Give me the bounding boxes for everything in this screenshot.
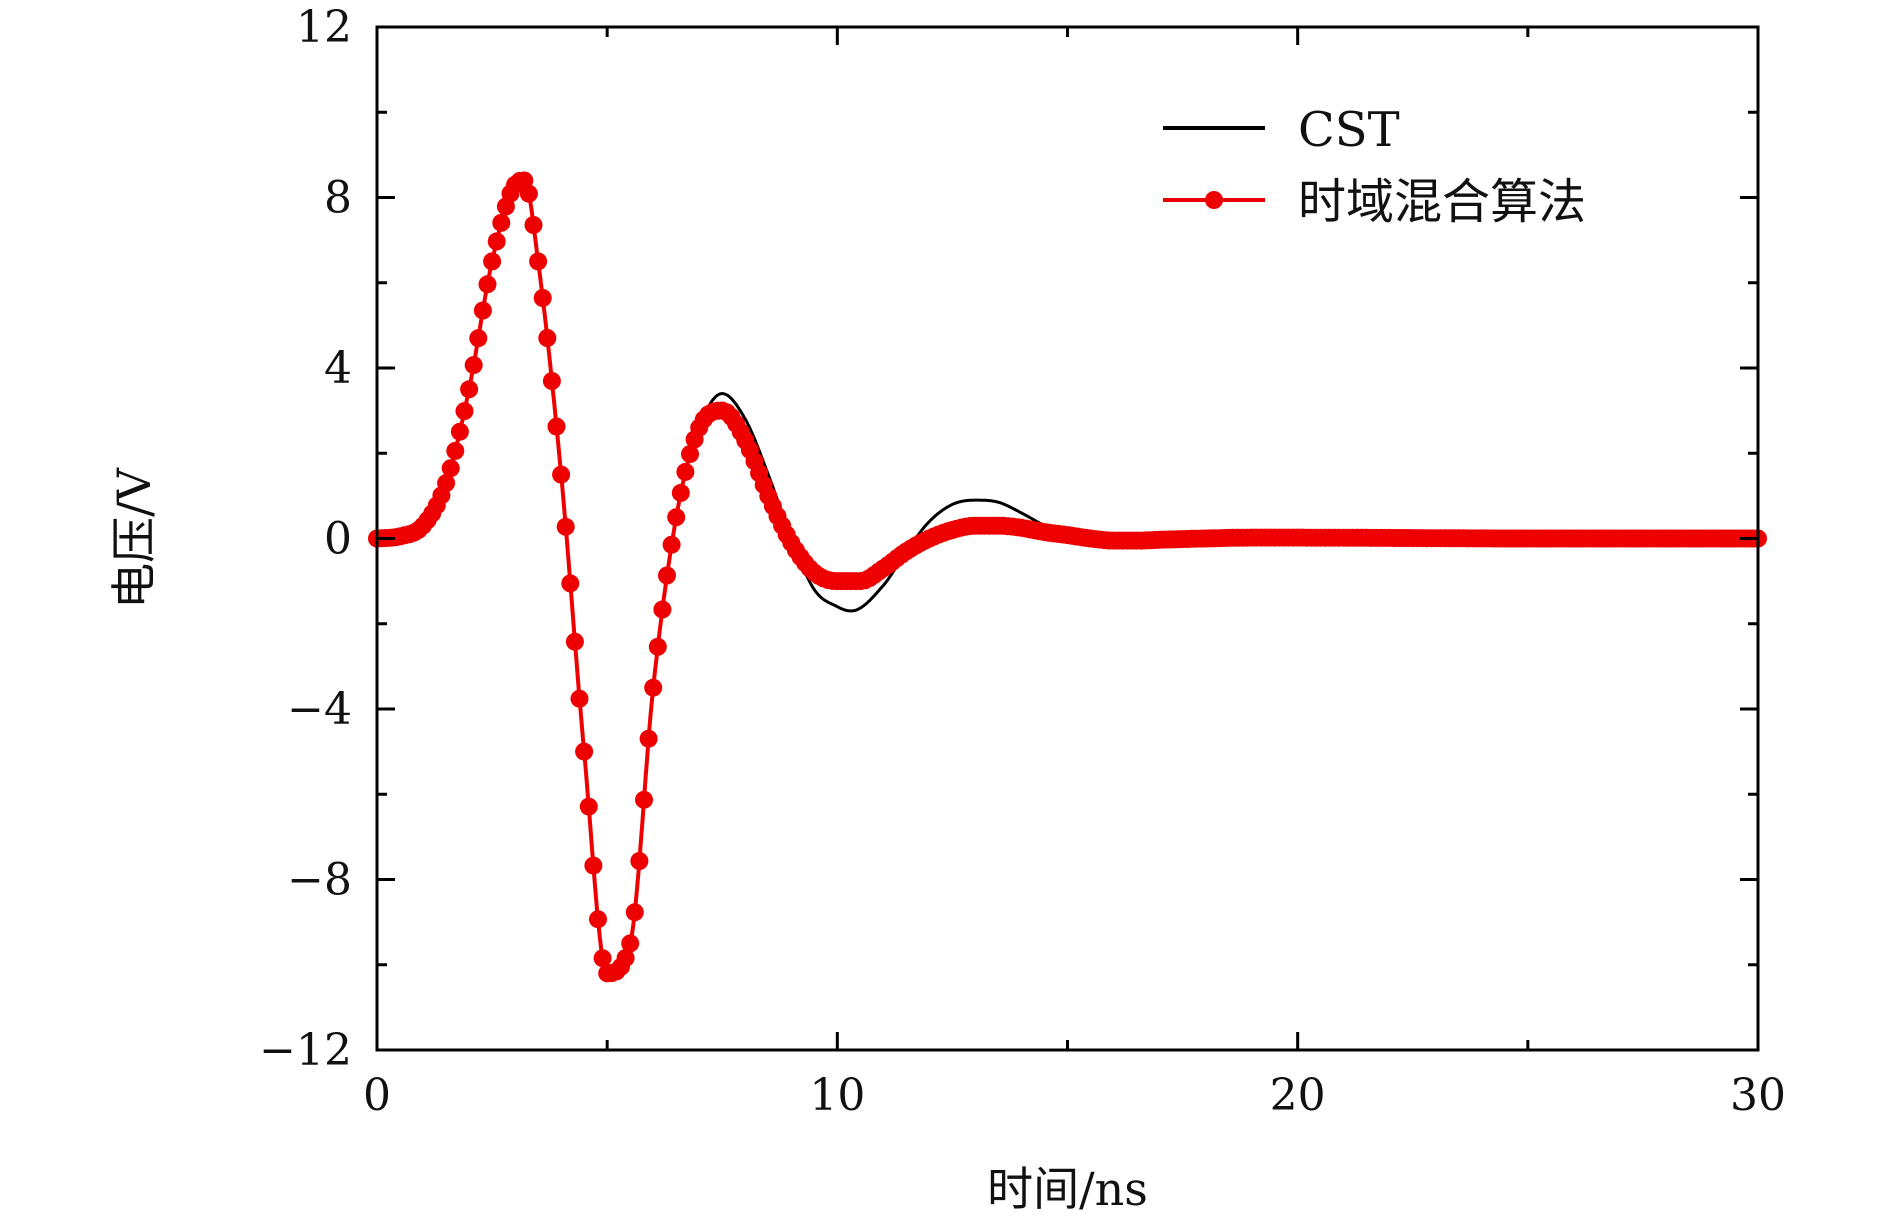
legend-marker-hybrid	[1205, 191, 1223, 209]
series-marker-1	[565, 632, 584, 651]
series-marker-1	[644, 678, 663, 697]
series-marker-1	[519, 184, 538, 203]
series-marker-1	[676, 462, 695, 481]
series-marker-1	[460, 380, 479, 399]
x-tick-label: 0	[363, 1070, 391, 1121]
series-marker-1	[667, 508, 686, 527]
series-marker-1	[455, 402, 474, 421]
series-marker-1	[492, 213, 511, 232]
y-tick-label: −8	[287, 855, 352, 906]
y-tick-label: −12	[259, 1025, 352, 1076]
series-marker-1	[648, 637, 667, 656]
series-line-1	[376, 178, 1758, 976]
legend: CST 时域混合算法	[1163, 102, 1586, 230]
series-marker-1	[533, 289, 552, 307]
series-marker-1	[552, 465, 571, 484]
series-line-0	[376, 179, 1758, 975]
ticks-layer: 0 10 20 30 −12 −8 −4 0 4 8 12	[259, 2, 1786, 1121]
series-marker-1	[671, 483, 690, 502]
series-marker-1	[589, 910, 607, 929]
x-axis-title: 时间/ns	[987, 1162, 1148, 1216]
legend-label-cst: CST	[1298, 102, 1400, 158]
series-marker-1	[487, 232, 506, 251]
y-tick-label: 4	[324, 343, 352, 394]
series-marker-1	[621, 934, 640, 953]
series-marker-1	[570, 689, 589, 708]
series-marker-1	[450, 422, 469, 441]
series-marker-1	[630, 852, 649, 870]
series-layer	[368, 171, 1767, 983]
series-marker-1	[441, 459, 460, 478]
series-marker-1	[483, 252, 502, 271]
series-marker-1	[625, 903, 644, 922]
series-marker-1	[681, 445, 699, 464]
series-marker-1	[579, 797, 598, 816]
y-tick-label: 8	[324, 173, 352, 224]
series-marker-1	[446, 441, 465, 460]
series-marker-1	[538, 329, 557, 347]
series-marker-1	[561, 574, 580, 593]
series-marker-1	[473, 301, 492, 320]
series-marker-1	[469, 329, 488, 348]
series-marker-1	[575, 742, 594, 761]
x-tick-label: 30	[1730, 1070, 1786, 1121]
series-marker-1	[437, 474, 456, 493]
series-marker-1	[524, 216, 543, 234]
legend-label-hybrid: 时域混合算法	[1298, 174, 1586, 230]
series-marker-1	[635, 790, 653, 809]
series-marker-1	[653, 600, 672, 619]
series-marker-1	[464, 356, 483, 375]
series-marker-1	[556, 517, 575, 536]
series-marker-1	[593, 949, 612, 968]
series-marker-1	[529, 252, 548, 271]
series-marker-1	[542, 372, 561, 390]
series-marker-1	[658, 566, 676, 585]
series-marker-1	[639, 729, 658, 748]
y-axis-title: 电压/V	[107, 467, 161, 608]
y-tick-label: 12	[296, 2, 352, 53]
y-tick-label: 0	[324, 514, 352, 565]
series-marker-1	[478, 275, 497, 294]
y-tick-label: −4	[287, 684, 352, 735]
x-tick-label: 10	[809, 1070, 865, 1121]
x-tick-label: 20	[1270, 1070, 1326, 1121]
series-marker-1	[662, 535, 681, 554]
series-marker-1	[547, 417, 566, 436]
series-marker-1	[616, 949, 635, 967]
series-marker-1	[584, 856, 603, 875]
